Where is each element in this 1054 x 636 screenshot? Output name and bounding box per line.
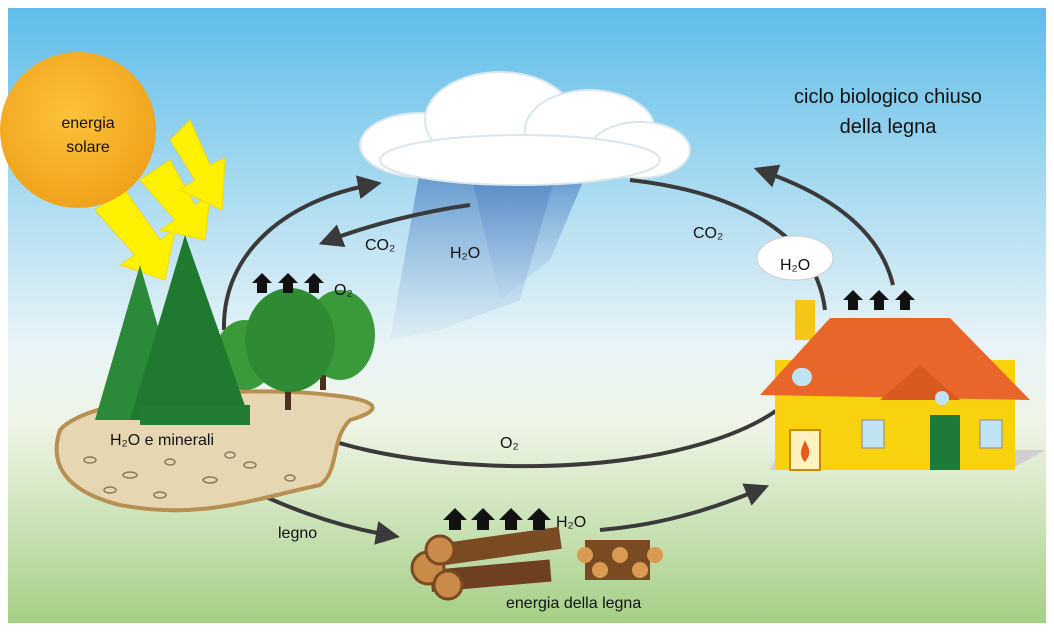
- label: CO₂: [365, 237, 395, 254]
- label: H₂O: [450, 245, 480, 262]
- house: [756, 235, 1045, 471]
- logs: [410, 526, 663, 601]
- label: CO₂: [693, 225, 723, 242]
- sun-rays: [94, 119, 226, 281]
- up-arrows: [252, 273, 915, 530]
- label: O₂: [334, 282, 353, 299]
- trees: [95, 235, 375, 425]
- title: ciclo biologico chiuso: [794, 86, 982, 108]
- label: H₂O: [556, 514, 586, 531]
- sun-label: solare: [66, 139, 110, 156]
- sun: [0, 52, 156, 208]
- label: energia della legna: [506, 595, 641, 612]
- stones: [83, 451, 296, 499]
- label: O₂: [500, 435, 519, 452]
- label: legno: [278, 525, 317, 542]
- title: della legna: [840, 116, 938, 138]
- label: H₂O e minerali: [110, 432, 214, 449]
- label: H₂O: [780, 257, 810, 274]
- cloud: [359, 71, 691, 186]
- sun-label: energia: [61, 115, 114, 132]
- rain: [390, 160, 590, 340]
